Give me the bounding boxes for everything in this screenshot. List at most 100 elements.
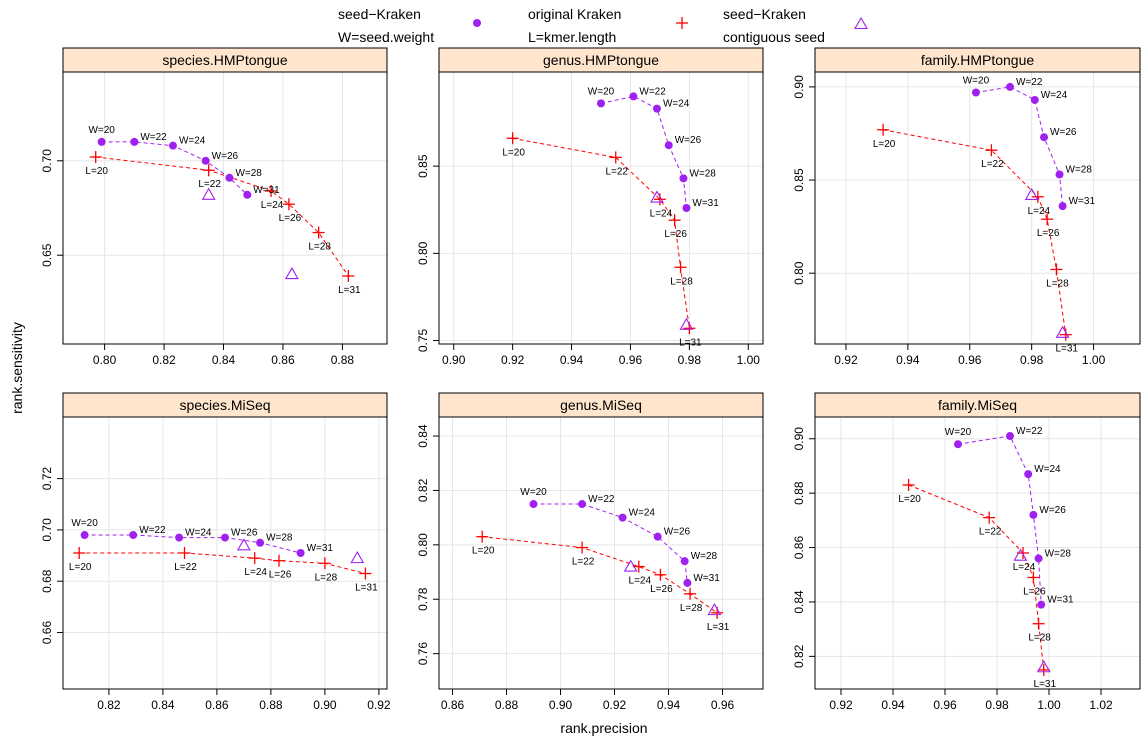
seed-point-w-24	[618, 513, 627, 522]
panel-strip	[814, 392, 1141, 418]
series-line-seed-kraken	[84, 534, 301, 554]
x-tick-label: 0.98	[678, 353, 702, 367]
original-label-l-22: L=22	[981, 159, 1004, 170]
axes: 0.92 0.94 0.96 0.98 1.00 0.80 0.85 0.90	[792, 75, 1106, 367]
seed-point-w-20	[597, 99, 605, 108]
original-label-l-31: L=31	[707, 622, 730, 633]
x-tick-label: 0.86	[205, 698, 229, 712]
panel-species-miseq: species.MiSeq 0.82 0.84 0.86 0.88 0.90 0.92 0.6…	[40, 392, 391, 712]
original-label-l-28: L=28	[1028, 633, 1051, 644]
seed-label-w-22: W=22	[588, 494, 615, 505]
contiguous-seed-point-2	[1036, 660, 1051, 673]
original-point-l-24	[1031, 190, 1044, 203]
legend-line2: W=seed.weight	[338, 29, 434, 45]
seed-point-w-22	[129, 531, 138, 540]
series-line-original-kraken	[95, 156, 349, 277]
y-tick-label: 0.76	[416, 642, 430, 666]
x-tick-label: 0.98	[1020, 353, 1044, 367]
original-point-l-26	[1027, 571, 1040, 584]
y-tick-label: 0.84	[416, 424, 430, 448]
original-point-l-22	[178, 547, 191, 559]
panel-family-hmptongue: family.HMPtongue 0.92 0.94 0.96 0.98 1.00 0.80…	[792, 47, 1141, 367]
seed-label-w-20: W=20	[71, 518, 98, 529]
original-point-l-28	[312, 226, 325, 239]
contiguous-seed-point-2	[707, 603, 722, 616]
series-line-original-kraken	[482, 536, 718, 614]
x-tick-label: 1.00	[1082, 353, 1106, 367]
original-label-l-26: L=26	[1037, 228, 1060, 239]
x-tick-label: 0.88	[331, 353, 355, 367]
x-tick-label: 0.84	[151, 698, 175, 712]
original-point-l-20	[89, 151, 102, 163]
legend-item-2: original Kraken L=kmer.length	[528, 6, 688, 45]
axes: 0.90 0.92 0.94 0.96 0.98 1.00 0.75 0.80 0.85	[416, 154, 760, 367]
original-label-l-24: L=24	[261, 200, 284, 211]
x-tick-label: 0.92	[829, 698, 853, 712]
y-tick-label: 0.88	[792, 481, 806, 505]
seed-point-w-20	[529, 500, 538, 509]
y-tick-label: 0.90	[792, 75, 806, 99]
legend-line1: original Kraken	[528, 6, 621, 22]
x-tick-label: 0.96	[711, 698, 735, 712]
panel-title: genus.MiSeq	[560, 397, 642, 413]
y-tick-label: 0.70	[40, 149, 54, 173]
seed-point-w-26	[664, 141, 673, 150]
seed-label-w-24: W=24	[185, 528, 212, 539]
seed-point-w-20	[80, 531, 89, 540]
seed-point-w-28	[679, 174, 688, 183]
x-axis-title: rank.precision	[560, 720, 647, 736]
x-tick-label: 1.00	[1037, 698, 1061, 712]
x-tick-label: 0.92	[834, 353, 858, 367]
original-label-l-28: L=28	[315, 572, 338, 583]
series-line-original-kraken	[79, 552, 366, 574]
x-tick-label: 0.86	[271, 353, 295, 367]
y-axis-title: rank.sensitivity	[9, 322, 25, 414]
contiguous-seed-point-2	[350, 551, 365, 564]
series-line-original-kraken	[883, 129, 1067, 335]
panel-frame	[438, 416, 764, 690]
original-label-l-26: L=26	[1023, 586, 1046, 597]
x-tick-label: 0.94	[657, 698, 681, 712]
original-label-l-26: L=26	[269, 570, 292, 581]
point-labels: W=20 W=22 W=24 W=26 W=28 W=31 L=20 L=22 L=24 L=26…	[85, 125, 361, 296]
original-point-l-22	[576, 541, 589, 554]
original-label-l-20: L=20	[898, 494, 921, 505]
grid	[63, 72, 387, 344]
original-label-l-20: L=20	[873, 139, 896, 150]
seed-point-w-20	[954, 440, 962, 449]
original-label-l-26: L=26	[279, 213, 302, 224]
x-tick-label: 0.80	[93, 353, 117, 367]
panel-species-hmptongue: species.HMPtongue 0.80 0.82 0.84 0.86 0.88 0.6…	[40, 47, 388, 367]
original-point-l-28	[674, 261, 687, 274]
seed-label-w-28: W=28	[266, 533, 293, 544]
original-label-l-28: L=28	[670, 276, 693, 287]
seed-point-w-24	[168, 141, 177, 150]
series-line-seed-kraken	[957, 435, 1042, 605]
series-line-seed-kraken	[975, 86, 1064, 207]
original-point-l-24	[632, 560, 645, 573]
original-label-l-22: L=22	[979, 527, 1002, 538]
original-point-l-31	[1059, 328, 1072, 341]
original-point-l-22	[985, 144, 998, 157]
original-label-l-20: L=20	[502, 147, 525, 158]
legend-line1: seed−Kraken	[723, 6, 806, 22]
contiguous-seed-point-1	[201, 187, 216, 200]
x-tick-label: 0.88	[495, 698, 519, 712]
original-point-l-26	[668, 214, 681, 227]
y-tick-label: 0.85	[792, 168, 806, 192]
seed-label-w-28: W=28	[691, 551, 718, 562]
seed-label-w-24: W=24	[1041, 90, 1068, 101]
original-point-l-31	[359, 567, 372, 580]
panel-family-miseq: family.MiSeq 0.92 0.94 0.96 0.98 1.00 1.02 0.82…	[792, 392, 1141, 712]
seed-point-w-28	[1034, 554, 1043, 563]
seed-label-w-28: W=28	[235, 168, 262, 179]
original-label-l-20: L=20	[472, 546, 495, 557]
x-tick-label: 0.90	[549, 698, 573, 712]
original-label-l-22: L=22	[174, 562, 197, 573]
series-line-seed-kraken	[600, 95, 687, 209]
y-tick-label: 0.86	[792, 536, 806, 560]
series-line-seed-kraken	[101, 141, 248, 196]
contiguous-seed-point-1	[236, 538, 251, 551]
y-tick-label: 0.72	[40, 467, 54, 491]
